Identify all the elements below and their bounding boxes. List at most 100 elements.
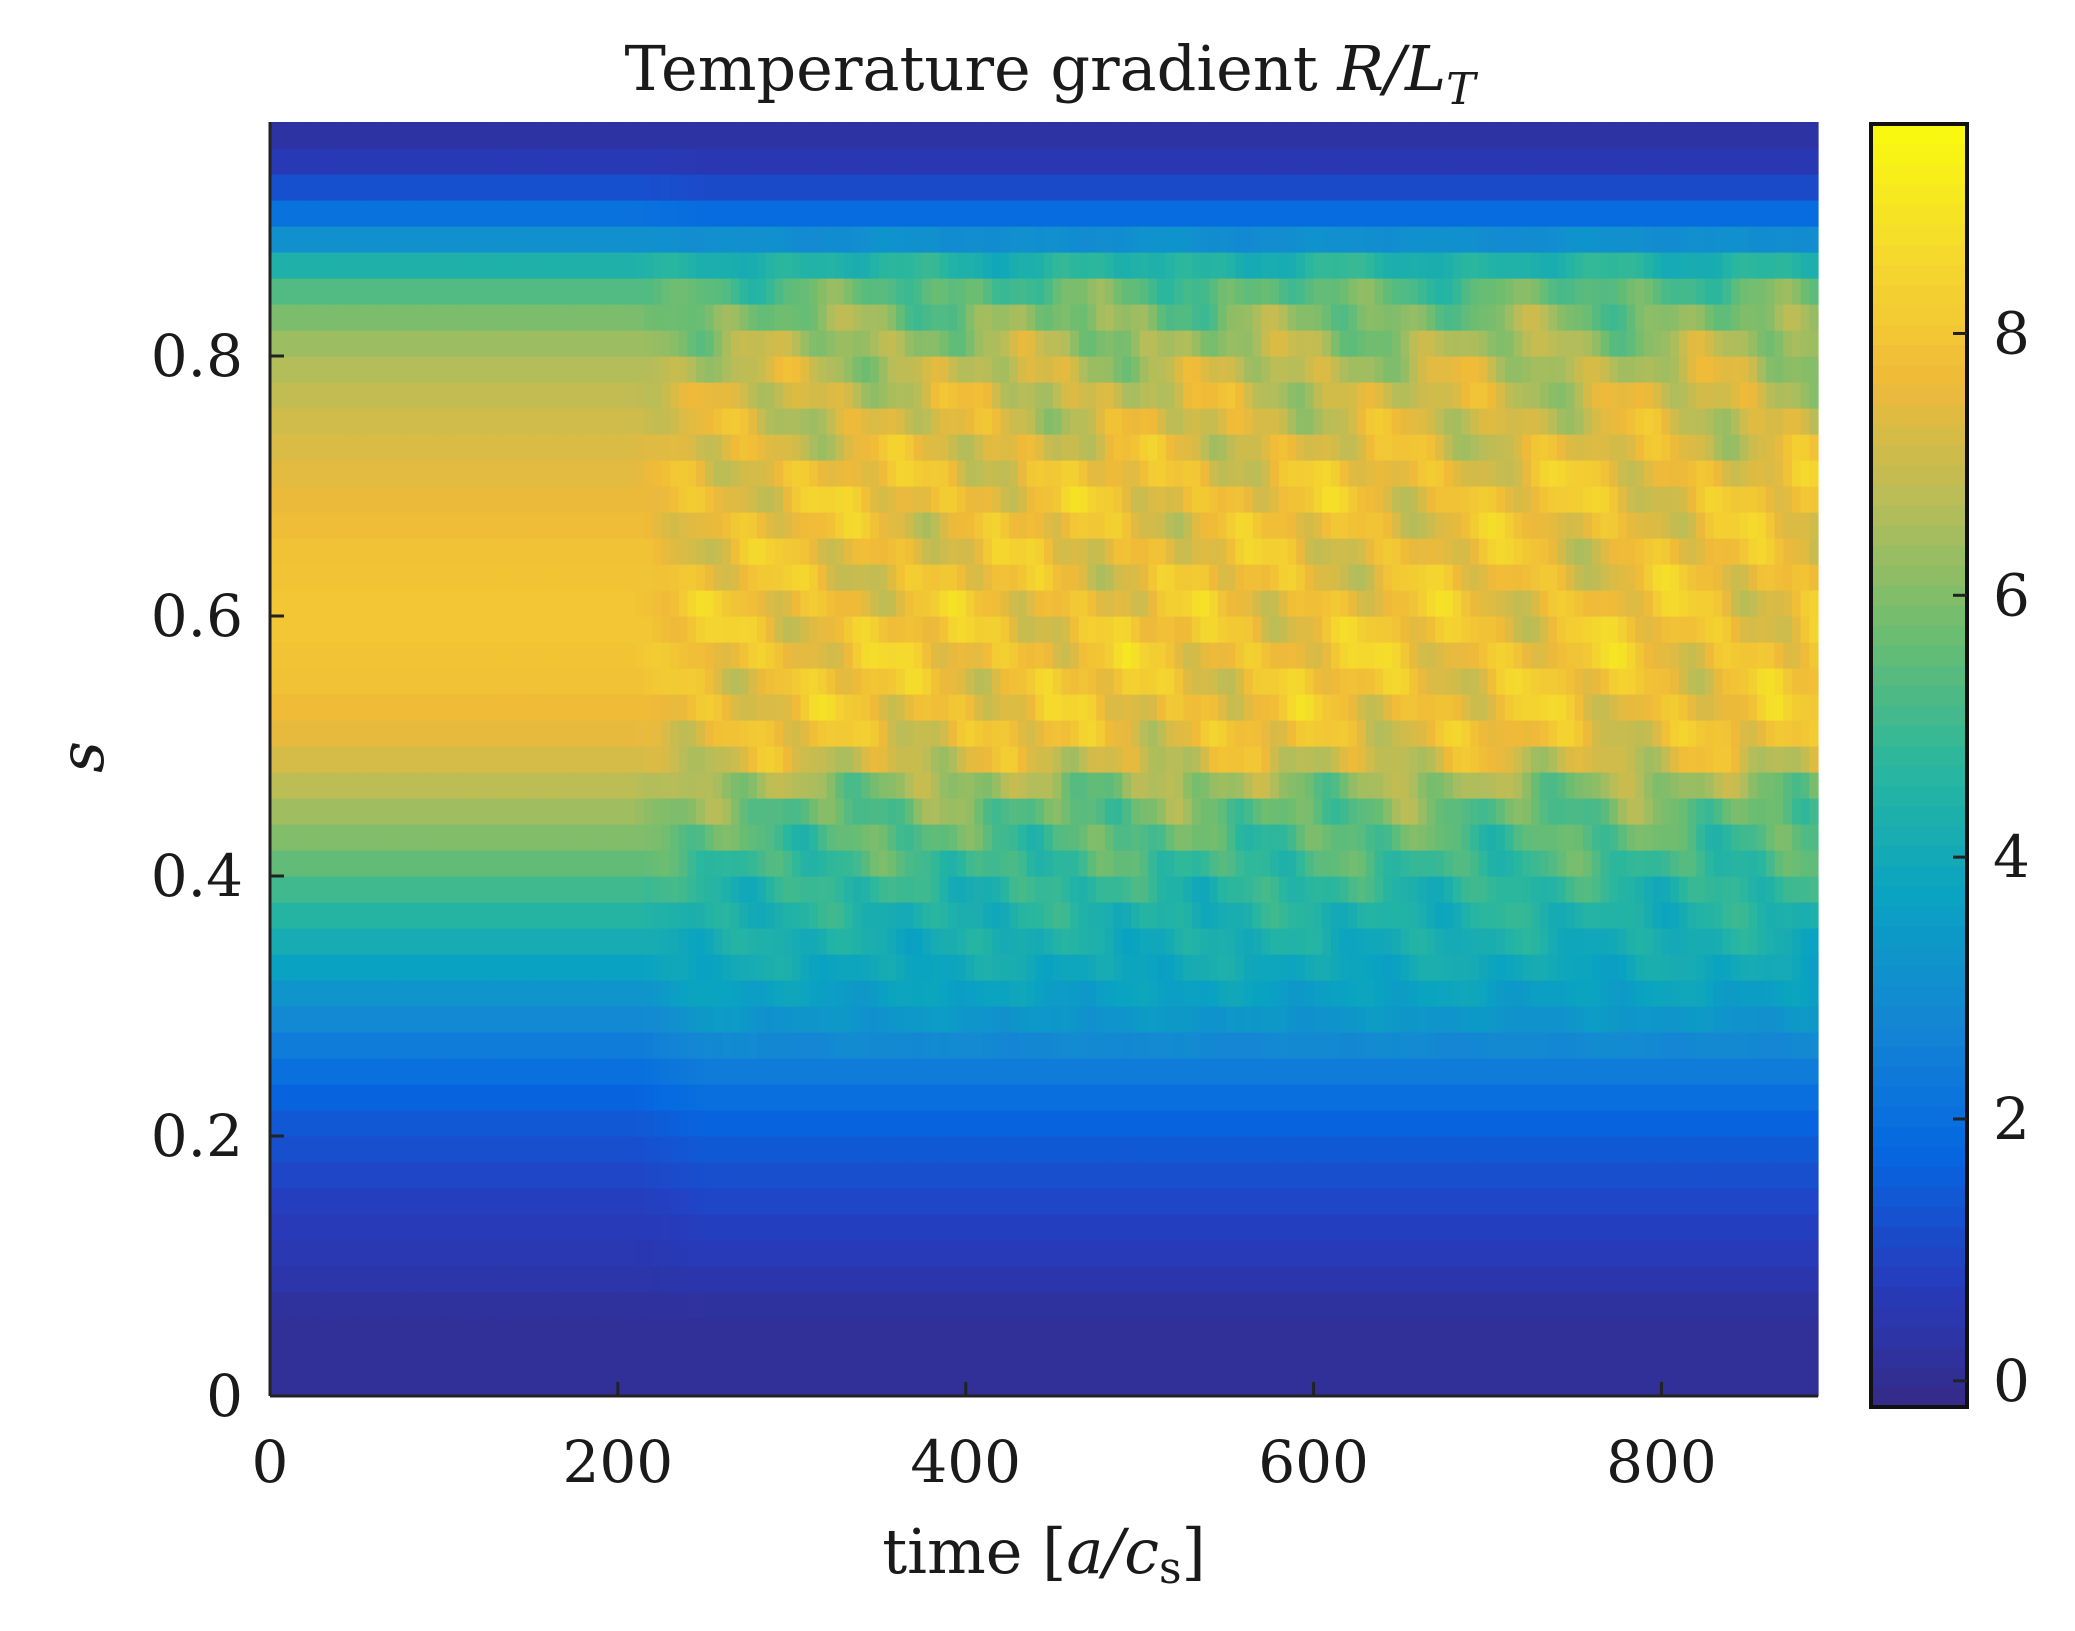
heatmap-cell [1026, 772, 1036, 799]
heatmap-cell [1774, 902, 1784, 929]
heatmap-cell [870, 980, 880, 1007]
heatmap-cell [1374, 694, 1384, 721]
heatmap-cell [496, 1344, 506, 1371]
heatmap-cell [800, 902, 810, 929]
heatmap-cell [1591, 824, 1602, 851]
heatmap-cell [470, 1084, 480, 1111]
heatmap-cell [1783, 1188, 1793, 1215]
heatmap-cell [1591, 798, 1602, 825]
heatmap-cell [348, 1032, 358, 1059]
heatmap-cell [600, 694, 610, 721]
heatmap-cell [878, 1136, 889, 1163]
heatmap-cell [1635, 1318, 1645, 1345]
heatmap-cell [774, 1136, 784, 1163]
heatmap-cell [635, 1214, 645, 1241]
heatmap-cell [800, 1240, 810, 1267]
heatmap-cell [1661, 1084, 1671, 1111]
heatmap-cell [1078, 1266, 1089, 1293]
heatmap-cell [791, 1162, 802, 1189]
heatmap-cell [904, 720, 915, 747]
heatmap-cell [957, 720, 967, 747]
heatmap-cell [1617, 954, 1628, 981]
heatmap-cell [1261, 694, 1271, 721]
heatmap-cell [1670, 1240, 1680, 1267]
heatmap-cell [1026, 1266, 1036, 1293]
heatmap-cell [1104, 1032, 1115, 1059]
heatmap-cell [1444, 876, 1454, 903]
heatmap-cell [1183, 1110, 1193, 1137]
heatmap-cell [1017, 1162, 1028, 1189]
heatmap-cell [1417, 876, 1428, 903]
heatmap-cell [661, 1214, 671, 1241]
heatmap-cell [1461, 1266, 1471, 1293]
heatmap-cell [913, 1344, 923, 1371]
heatmap-cell [800, 1266, 810, 1293]
heatmap-cell [1774, 1188, 1784, 1215]
heatmap-cell [356, 1344, 367, 1371]
heatmap-cell [1452, 1136, 1463, 1163]
heatmap-cell [1704, 1110, 1715, 1137]
heatmap-cell [1304, 694, 1315, 721]
heatmap-cell [1644, 1370, 1654, 1397]
heatmap-cell [904, 1214, 915, 1241]
heatmap-cell [861, 1006, 871, 1033]
heatmap-cell [409, 668, 419, 695]
heatmap-cell [1739, 798, 1750, 825]
heatmap-cell [270, 1292, 280, 1319]
heatmap-cell [1644, 772, 1654, 799]
heatmap-cell [1652, 1318, 1663, 1345]
heatmap-cell [1678, 1032, 1689, 1059]
heatmap-cell [1235, 928, 1245, 955]
heatmap-cell [330, 798, 341, 825]
heatmap-cell [1487, 1344, 1497, 1371]
heatmap-cell [1704, 1188, 1715, 1215]
heatmap-cell [600, 1214, 610, 1241]
heatmap-cell [922, 798, 932, 825]
heatmap-cell [887, 1058, 897, 1085]
heatmap-cell [809, 720, 819, 747]
heatmap-cell [1809, 876, 1819, 903]
heatmap-cell [904, 1162, 915, 1189]
heatmap-cell [1791, 1136, 1802, 1163]
heatmap-cell [774, 1370, 784, 1397]
heatmap-cell [1026, 1084, 1036, 1111]
heatmap-cell [1522, 980, 1532, 1007]
heatmap-cell [1209, 1084, 1219, 1111]
heatmap-cell [426, 772, 436, 799]
heatmap-cell [991, 850, 1002, 877]
heatmap-cell [1565, 1162, 1576, 1189]
heatmap-cell [757, 1266, 767, 1293]
heatmap-cell [1270, 1214, 1280, 1241]
heatmap-cell [383, 1266, 393, 1293]
heatmap-cell [1739, 772, 1750, 799]
heatmap-cell [704, 1110, 715, 1137]
heatmap-cell [1774, 1032, 1784, 1059]
heatmap-cell [583, 1344, 593, 1371]
heatmap-cell [1435, 1214, 1445, 1241]
heatmap-cell [1591, 1318, 1602, 1345]
heatmap-cell [913, 1318, 923, 1345]
heatmap-cell [565, 980, 575, 1007]
heatmap-cell [687, 850, 697, 877]
heatmap-cell [791, 1084, 802, 1111]
heatmap-cell [1722, 1058, 1732, 1085]
heatmap-cell [887, 1188, 897, 1215]
heatmap-cell [1244, 928, 1254, 955]
heatmap-cell [1139, 980, 1149, 1007]
heatmap-cell [1365, 798, 1376, 825]
heatmap-cell [574, 954, 584, 981]
heatmap-cell [1174, 1162, 1184, 1189]
heatmap-cell [391, 1266, 402, 1293]
heatmap-cell [1113, 1266, 1123, 1293]
heatmap-cell [1704, 980, 1715, 1007]
heatmap-cell [1130, 902, 1141, 929]
heatmap-cell [1417, 772, 1428, 799]
heatmap-cell [1235, 1006, 1245, 1033]
heatmap-cell [496, 954, 506, 981]
heatmap-cell [1304, 1214, 1315, 1241]
heatmap-cell [1217, 720, 1228, 747]
heatmap-cell [1157, 1084, 1167, 1111]
heatmap-cell [817, 772, 828, 799]
heatmap-cell [1217, 1058, 1228, 1085]
heatmap-cell [1713, 928, 1723, 955]
